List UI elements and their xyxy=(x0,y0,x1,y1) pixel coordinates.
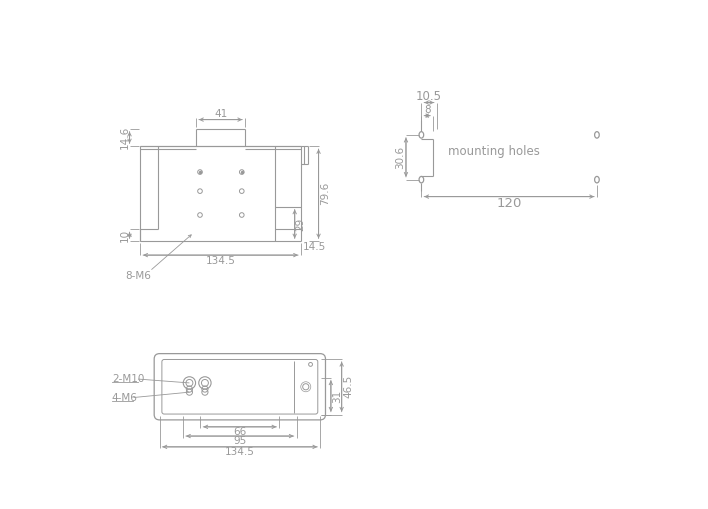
Text: 4-M6: 4-M6 xyxy=(112,392,137,403)
Text: 41: 41 xyxy=(214,109,227,119)
Text: 66: 66 xyxy=(233,427,246,437)
Text: 14.5: 14.5 xyxy=(302,242,326,252)
Text: 31: 31 xyxy=(332,389,342,403)
Text: 2-M10: 2-M10 xyxy=(112,374,144,384)
Text: 46.5: 46.5 xyxy=(343,375,353,399)
Text: 79.6: 79.6 xyxy=(321,182,331,206)
Text: 8: 8 xyxy=(424,105,430,115)
Text: 30.6: 30.6 xyxy=(395,146,405,169)
Text: 14.6: 14.6 xyxy=(120,126,130,149)
Text: mounting holes: mounting holes xyxy=(448,145,540,158)
Text: 120: 120 xyxy=(496,197,522,210)
Text: 134.5: 134.5 xyxy=(225,447,255,457)
Text: 134.5: 134.5 xyxy=(205,256,236,266)
Text: 10.5: 10.5 xyxy=(416,90,442,103)
Text: 8-M6: 8-M6 xyxy=(125,271,151,281)
Text: 10: 10 xyxy=(120,229,130,242)
Text: 29: 29 xyxy=(295,217,305,231)
Text: 95: 95 xyxy=(233,436,246,446)
